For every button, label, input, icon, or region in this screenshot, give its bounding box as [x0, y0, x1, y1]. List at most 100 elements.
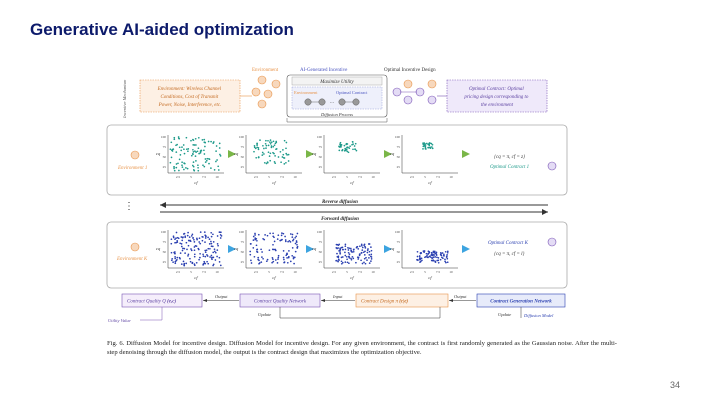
y-tick-label: 100 [161, 230, 166, 234]
scatter-point [261, 154, 264, 156]
scatter-point [218, 261, 221, 263]
y-axis-label: cq [390, 246, 395, 251]
scatter-point [257, 156, 260, 158]
scatter-point [360, 259, 362, 262]
y-tick-label: 100 [239, 230, 244, 234]
scatter-point [190, 248, 192, 250]
scatter-point [370, 258, 373, 260]
x-axis-label: cf [194, 275, 198, 280]
scatter-point [344, 243, 347, 246]
utility-value-label: Utility Value [108, 318, 131, 323]
scatter-point [180, 245, 183, 248]
scatter-point [348, 255, 350, 258]
scatter-point [178, 169, 180, 172]
scatter-point [347, 246, 349, 249]
scatter-point [195, 160, 197, 162]
inner-environment-label: Environment [294, 90, 318, 95]
scatter-point [366, 259, 368, 261]
scatter-point [293, 256, 296, 259]
scatter-point [287, 255, 290, 258]
scatter-point [203, 165, 206, 168]
scatter-point [253, 146, 256, 149]
scatter-point [183, 247, 186, 250]
scatter-point [294, 236, 297, 239]
scatter-point [215, 145, 218, 147]
y-axis-label: cq [312, 151, 317, 156]
scatter-point [283, 157, 286, 159]
scatter-point [441, 252, 444, 254]
scatter-point [170, 251, 173, 254]
ai-incentive-label: AI-Generated Incentive [300, 68, 348, 73]
scatter-point [336, 252, 338, 255]
scatter-point [357, 258, 360, 260]
scatter-point [173, 252, 176, 255]
scatter-point [180, 236, 183, 238]
contract-generation-network-label: Contract Generation Network [490, 300, 552, 305]
scatter-point [292, 239, 294, 242]
scatter-point [261, 151, 264, 154]
scatter-point [183, 232, 186, 235]
scatter-point [254, 234, 256, 236]
scatter-point [427, 146, 430, 149]
slide-title: Generative AI-aided optimization [30, 20, 294, 39]
scatter-point [364, 245, 366, 248]
scatter-point [259, 139, 261, 141]
scatter-point [285, 147, 287, 150]
scatter-point [348, 262, 350, 265]
scatter-point [187, 150, 189, 153]
step-arrow [384, 245, 392, 253]
scatter-point [172, 261, 174, 263]
contract-design-arg: π [395, 300, 398, 305]
scatter-point [272, 140, 275, 143]
scatter-point [271, 256, 274, 259]
scatter-point [346, 146, 348, 149]
scatter-point [340, 262, 343, 265]
scatter-point [192, 151, 195, 153]
scatter-point [360, 243, 363, 246]
scatter-point [431, 143, 434, 146]
scatter-point [348, 247, 351, 250]
scatter-point [292, 257, 295, 260]
x-axis-label: cf [194, 180, 198, 185]
scatter-point [199, 252, 201, 255]
x-tick-label: 5 [268, 270, 270, 274]
scatter-point [178, 256, 181, 259]
scatter-point [186, 234, 189, 237]
scatter-point [276, 262, 279, 264]
scatter-point [348, 257, 351, 259]
scatter-point [283, 261, 285, 264]
scatter-point [197, 169, 200, 172]
scatter-point [199, 256, 201, 259]
scatter-point [285, 141, 288, 144]
scatter-point [275, 140, 278, 143]
x-tick-label: 2.5 [410, 175, 415, 179]
x-tick-label: 10 [449, 270, 453, 274]
scatter-point [434, 256, 437, 258]
scatter-point [357, 256, 360, 259]
update-label-2: Update [498, 312, 511, 317]
scatter-point [192, 165, 195, 168]
x-tick-label: 5 [424, 175, 426, 179]
scatter-point [183, 264, 186, 267]
forward-diffusion-label: Forward diffusion [321, 217, 359, 222]
y-tick-label: 25 [241, 260, 245, 264]
y-tick-label: 75 [397, 240, 401, 244]
scatter-point [281, 156, 284, 158]
svg-text:···: ··· [330, 100, 335, 106]
scatter-point [363, 244, 365, 247]
scatter-point [185, 148, 188, 151]
scatter-point [197, 247, 200, 250]
scatter-point [430, 251, 433, 254]
scatter-point [351, 143, 353, 146]
scatter-point [282, 232, 285, 235]
scatter-point [214, 251, 217, 254]
scatter-point [261, 256, 263, 258]
scatter-point [256, 144, 258, 146]
scatter-point [217, 169, 220, 171]
scatter-point [274, 248, 277, 251]
scatter-point [272, 258, 274, 261]
y-tick-label: 75 [397, 145, 401, 149]
scatter-point [204, 241, 206, 243]
update-label-1: Update [258, 312, 271, 317]
